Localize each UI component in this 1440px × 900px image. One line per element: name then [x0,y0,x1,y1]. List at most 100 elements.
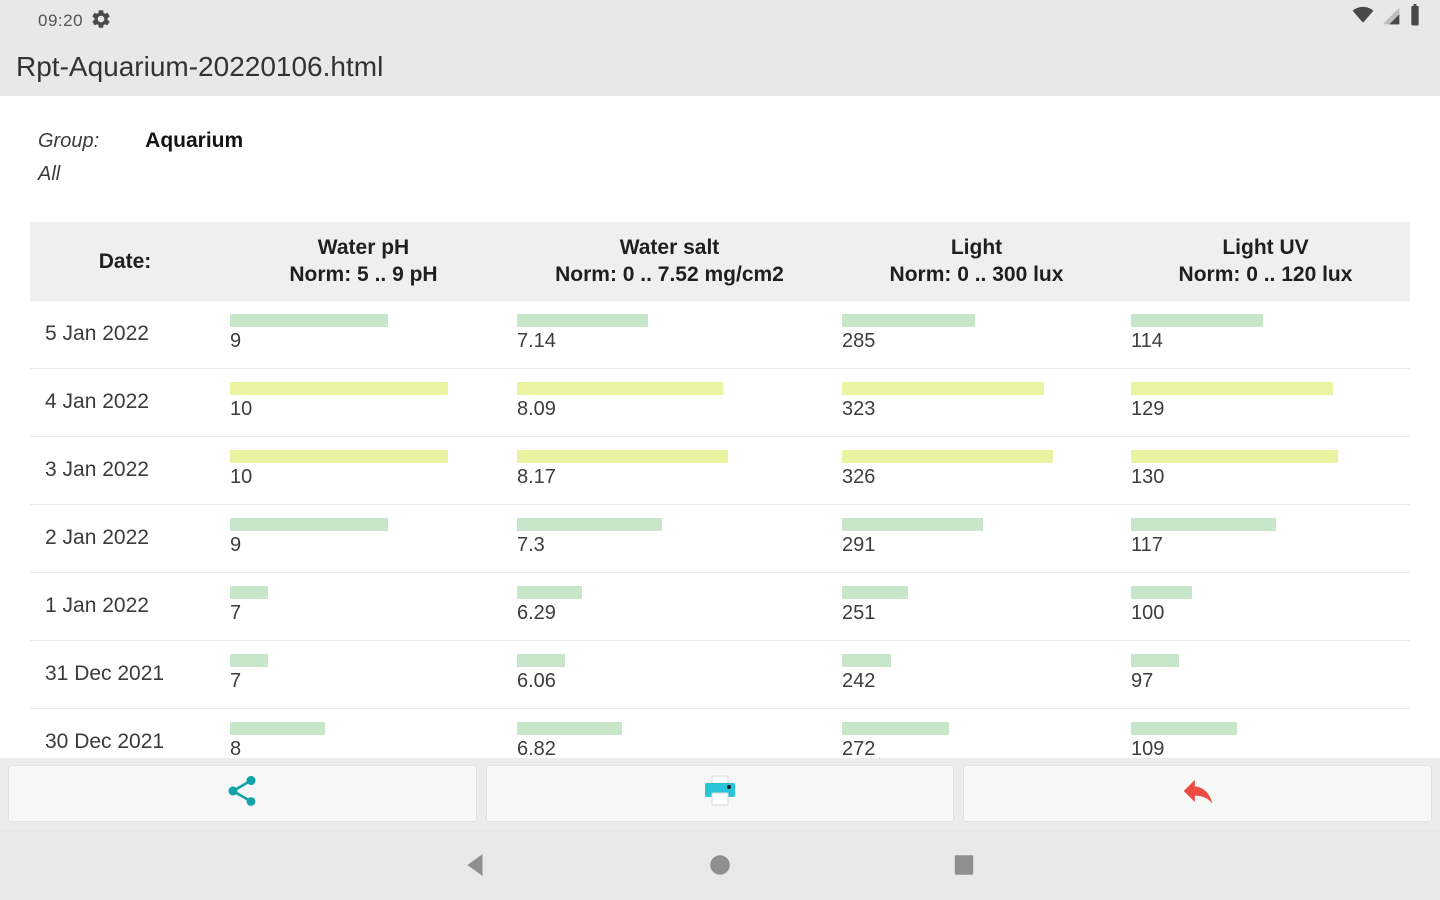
value-bar [1131,722,1237,735]
value-bar [517,314,648,327]
cell-signal-icon [1381,6,1401,31]
value-bar [517,518,662,531]
value-bar [517,382,723,395]
measurement-value: 285 [842,330,876,352]
measurement-value: 7 [230,670,242,692]
measurement-value: 242 [842,670,876,692]
measurement-value: 291 [842,534,876,556]
row-date: 3 Jan 2022 [45,458,149,481]
measurement-value: 129 [1131,398,1165,420]
value-bar [230,654,268,667]
measurement-value: 6.82 [517,738,556,760]
table-row: 5 Jan 2022 9 7.14 285 114 [30,300,1410,368]
measurement-value: 117 [1131,534,1163,556]
column-header-light: Light Norm: 0 .. 300 lux [889,236,1064,286]
table-row: 2 Jan 2022 9 7.3 291 117 [30,504,1410,572]
measurement-cell: 9 [220,301,507,368]
table-row: 31 Dec 2021 7 6.06 242 97 [30,640,1410,708]
row-date: 5 Jan 2022 [45,322,149,345]
measurement-cell: 114 [1121,301,1410,368]
nav-home-button[interactable] [707,852,733,878]
nav-back-button[interactable] [463,852,489,878]
measurement-value: 109 [1131,738,1165,760]
measurement-cell: 8 [220,709,507,776]
row-date: 1 Jan 2022 [45,594,149,617]
measurement-cell: 6.29 [507,573,832,640]
measurement-cell: 6.82 [507,709,832,776]
title-bar: Rpt-Aquarium-20220106.html [0,40,1440,96]
value-bar [230,518,388,531]
wifi-icon [1352,4,1374,31]
value-bar [517,586,582,599]
measurement-value: 100 [1131,602,1165,624]
group-value: Aquarium [145,129,244,152]
value-bar [517,722,622,735]
measurement-cell: 109 [1121,709,1410,776]
page-title: Rpt-Aquarium-20220106.html [16,51,384,82]
row-date: 4 Jan 2022 [45,390,149,413]
measurement-cell: 129 [1121,369,1410,436]
back-button[interactable] [963,765,1433,822]
measurement-value: 6.29 [517,602,556,624]
measurement-value: 7 [230,602,242,624]
measurement-cell: 8.09 [507,369,832,436]
measurement-cell: 7.3 [507,505,832,572]
value-bar [517,654,565,667]
column-header-light-uv: Light UV Norm: 0 .. 120 lux [1178,236,1353,286]
report-scope: All [38,163,61,185]
measurement-cell: 323 [832,369,1121,436]
value-bar [842,518,983,531]
measurement-value: 10 [230,398,253,420]
value-bar [230,586,268,599]
measurement-cell: 8.17 [507,437,832,504]
measurement-value: 326 [842,466,876,488]
measurement-value: 323 [842,398,876,420]
measurement-cell: 130 [1121,437,1410,504]
measurement-cell: 251 [832,573,1121,640]
value-bar [1131,586,1192,599]
value-bar [842,382,1044,395]
measurement-cell: 272 [832,709,1121,776]
measurement-cell: 7 [220,573,507,640]
print-icon [700,771,740,816]
value-bar [1131,450,1338,463]
measurement-value: 97 [1131,670,1154,692]
clock: 09:20 [38,11,84,30]
table-body: 5 Jan 2022 9 7.14 285 114 4 Jan 2022 10 8.09 323… [30,300,1410,776]
measurement-cell: 285 [832,301,1121,368]
group-label: Group: [38,130,100,152]
value-bar [1131,654,1179,667]
nav-recents-button[interactable] [951,852,977,878]
measurement-value: 130 [1131,466,1165,488]
row-date: 31 Dec 2021 [45,662,165,685]
measurement-value: 114 [1131,330,1163,352]
measurement-cell: 10 [220,369,507,436]
bottom-toolbar [0,758,1440,830]
measurement-value: 8.17 [517,466,556,488]
print-button[interactable] [485,765,955,822]
measurement-cell: 100 [1121,573,1410,640]
value-bar [842,314,975,327]
measurement-value: 8 [230,738,242,760]
row-date: 2 Jan 2022 [45,526,149,549]
measurement-cell: 7 [220,641,507,708]
measurement-value: 272 [842,738,876,760]
table-row: 3 Jan 2022 10 8.17 326 130 [30,436,1410,504]
measurement-cell: 117 [1121,505,1410,572]
value-bar [517,450,728,463]
value-bar [842,654,891,667]
measurement-value: 251 [842,602,876,624]
value-bar [230,314,388,327]
share-icon [224,773,260,814]
value-bar [1131,382,1333,395]
share-button[interactable] [8,765,477,822]
android-nav-bar [0,830,1440,900]
value-bar [842,586,908,599]
value-bar [842,722,949,735]
measurement-cell: 10 [220,437,507,504]
table-row: 1 Jan 2022 7 6.29 251 100 [30,572,1410,640]
measurement-cell: 9 [220,505,507,572]
battery-icon [1408,4,1422,31]
measurement-value: 8.09 [517,398,556,420]
